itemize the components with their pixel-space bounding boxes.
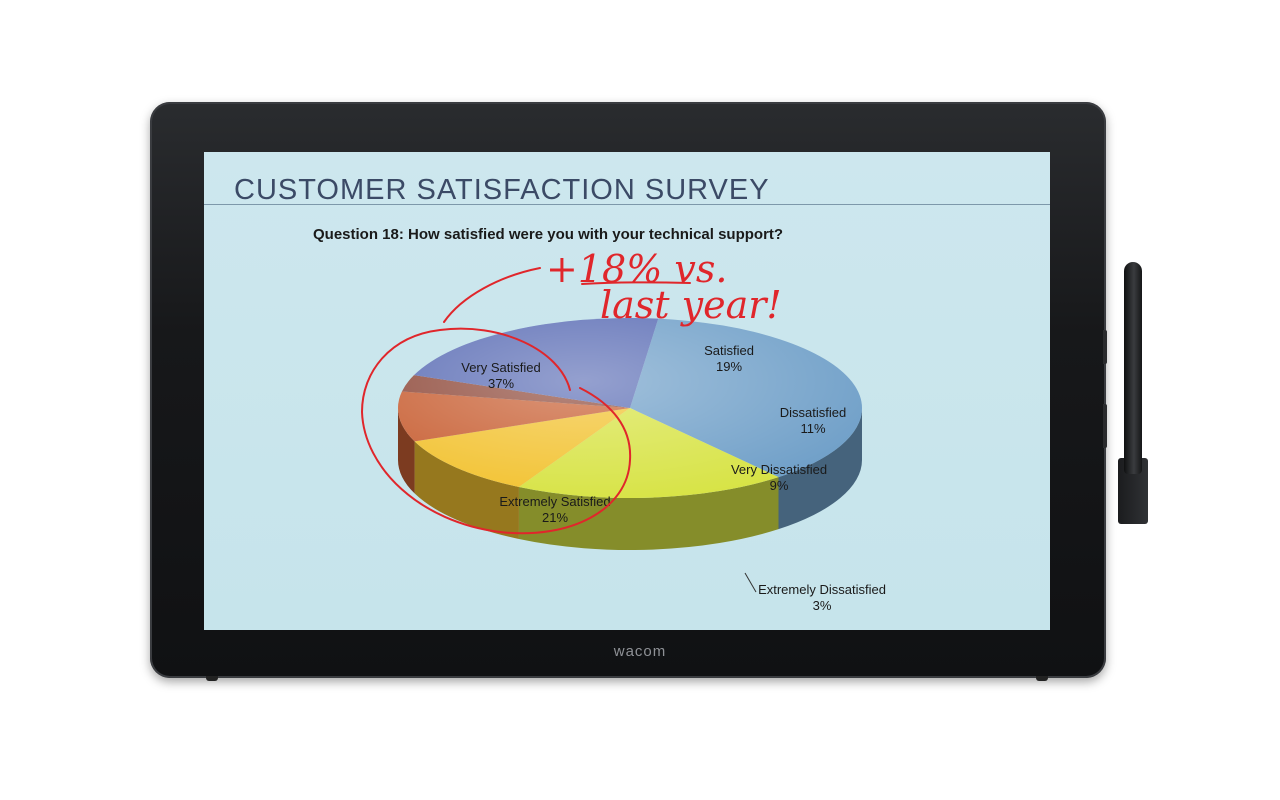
slice-value-dissatisfied: 11% [800, 421, 825, 436]
slice-label-satisfied: Satisfied [704, 343, 754, 358]
stylus-pen[interactable] [1124, 262, 1142, 474]
side-button-upper[interactable] [1103, 330, 1107, 364]
slice-label-very-dissatisfied: Very Dissatisfied [731, 462, 827, 477]
title-underline [204, 204, 1050, 205]
slice-value-satisfied: 19% [716, 359, 742, 374]
slice-label-dissatisfied: Dissatisfied [780, 405, 846, 420]
slice-label-extremely-satisfied: Extremely Satisfied [499, 494, 610, 509]
tablet-foot-left [206, 676, 218, 681]
ink-stroke-underline [581, 281, 691, 285]
slice-value-very-dissatisfied: 9% [770, 478, 789, 493]
slide-title: CUSTOMER SATISFACTION SURVEY [234, 174, 770, 206]
slice-value-extremely-dissatisfied: 3% [813, 598, 832, 613]
ink-stroke-swoosh [443, 267, 541, 323]
tablet-foot-right [1036, 676, 1048, 681]
annotation-line-1: +18% vs. [546, 247, 727, 291]
slice-label-extremely-dissatisfied: Extremely Dissatisfied [758, 582, 886, 597]
wacom-logo: wacom [613, 643, 667, 660]
slice-value-extremely-satisfied: 21% [542, 510, 568, 525]
leader-line-extremely-dissatisfied [744, 572, 757, 593]
tablet-screen: CUSTOMER SATISFACTION SURVEY Question 18… [204, 152, 1050, 630]
ink-stroke-circle [361, 327, 632, 535]
slice-label-very-satisfied: Very Satisfied [461, 360, 541, 375]
survey-question: Question 18: How satisfied were you with… [313, 226, 784, 243]
side-button-lower[interactable] [1103, 404, 1107, 448]
slice-value-very-satisfied: 37% [488, 376, 514, 391]
annotation-line-2: last year! [600, 283, 782, 327]
